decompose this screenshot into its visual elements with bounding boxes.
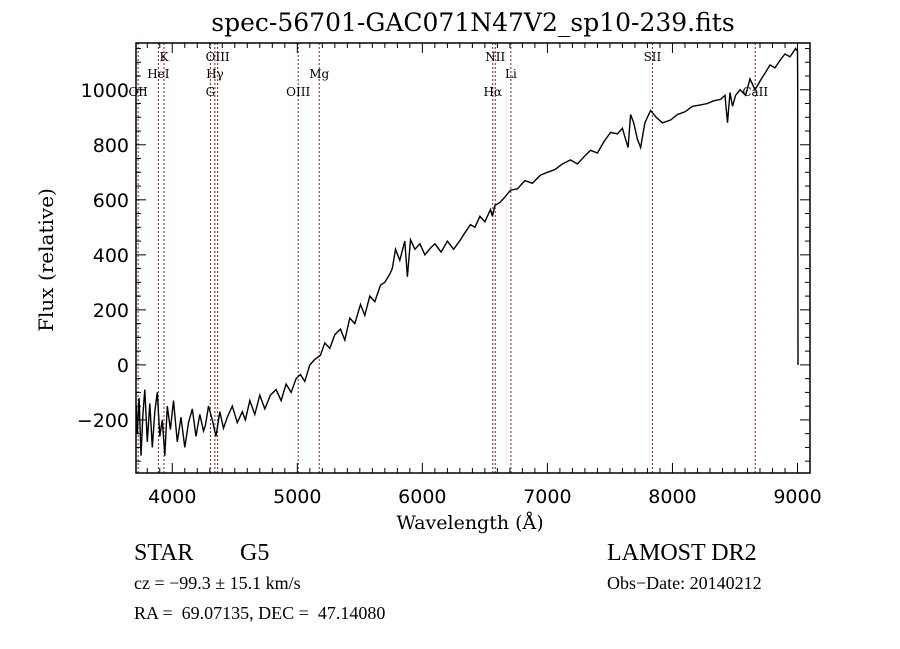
marker-label: OIII <box>286 85 310 99</box>
y-axis-label: Flux (relative) <box>34 188 58 332</box>
x-axis-label: Wavelength (Å) <box>396 512 543 534</box>
obs-date: Obs−Date: 20140212 <box>607 573 762 593</box>
series-layer <box>135 47 799 456</box>
marker-label: OIII <box>206 50 230 64</box>
marker-label: Mg <box>309 67 329 81</box>
x-tick-label: 4000 <box>148 486 196 508</box>
marker-label: Hα <box>483 85 502 99</box>
marker-label: K <box>160 50 170 64</box>
marker-label: CaII <box>742 85 768 99</box>
marker-label: OII <box>128 85 148 99</box>
spectrum-line <box>135 47 799 456</box>
chart-title: spec-56701-GAC071N47V2_sp10-239.fits <box>211 8 734 37</box>
marker-label: HeI <box>147 67 170 81</box>
axes: 4000 5000 6000 7000 8000 9000 −200 0 200 400 600 80… <box>77 43 822 508</box>
subclass: G5 <box>240 540 270 566</box>
marker-label: G <box>206 85 216 99</box>
x-tick-label: 8000 <box>648 486 696 508</box>
marker-label: NII <box>485 50 505 64</box>
x-tick-label: 5000 <box>273 486 321 508</box>
x-tick-label: 7000 <box>523 486 571 508</box>
plot-frame <box>135 42 811 474</box>
coordinates: RA = 69.07135, DEC = 47.14080 <box>134 603 386 623</box>
x-tick-label: 6000 <box>398 486 446 508</box>
marker-label: Li <box>505 67 517 81</box>
x-tick-label: 9000 <box>773 486 821 508</box>
y-tick-label: 600 <box>93 190 129 212</box>
marker-label: Hγ <box>206 67 224 81</box>
survey-name: LAMOST DR2 <box>607 540 757 566</box>
marker-label: SII <box>644 50 662 64</box>
object-class: STAR <box>134 540 194 566</box>
y-tick-label: 1000 <box>81 80 129 102</box>
y-tick-label: 200 <box>93 300 129 322</box>
y-tick-label: 400 <box>93 245 129 267</box>
y-tick-label: −200 <box>77 410 129 432</box>
y-tick-label: 0 <box>117 355 129 377</box>
y-tick-label: 800 <box>93 135 129 157</box>
redshift: cz = −99.3 ± 15.1 km/s <box>134 573 301 593</box>
